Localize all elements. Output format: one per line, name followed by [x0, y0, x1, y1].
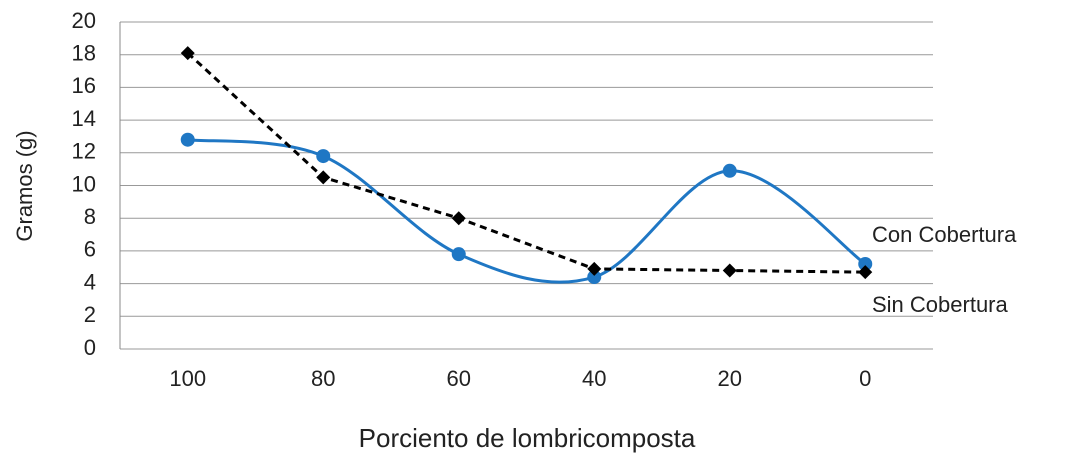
point-marker — [722, 163, 737, 178]
y-tick-label: 4 — [84, 269, 96, 294]
x-tick-label: 100 — [169, 366, 206, 391]
y-tick-label: 2 — [84, 302, 96, 327]
point-marker — [722, 263, 737, 278]
point-marker — [858, 265, 873, 280]
y-tick-label: 0 — [84, 335, 96, 360]
point-marker — [451, 247, 466, 262]
series-line — [186, 51, 866, 274]
point-marker — [316, 170, 331, 185]
y-tick-label: 10 — [72, 171, 96, 196]
y-tick-label: 14 — [72, 106, 96, 131]
point-marker — [180, 132, 195, 147]
x-axis-label: Porciento de lombricomposta — [359, 423, 696, 453]
y-tick-label: 18 — [72, 41, 96, 66]
point-marker — [316, 149, 331, 164]
y-tick-label: 8 — [84, 204, 96, 229]
point-marker — [587, 261, 602, 276]
x-tick-label: 60 — [447, 366, 471, 391]
y-tick-label: 12 — [72, 139, 96, 164]
x-tick-label: 40 — [582, 366, 606, 391]
x-tick-label: 20 — [718, 366, 742, 391]
series-label: Sin Cobertura — [872, 292, 1009, 317]
y-tick-label: 20 — [72, 8, 96, 33]
point-marker — [587, 270, 602, 285]
y-axis-label: Gramos (g) — [12, 130, 37, 241]
series-line — [187, 138, 867, 284]
point-marker — [858, 256, 873, 271]
series-label: Con Cobertura — [872, 222, 1017, 247]
point-marker — [451, 211, 466, 226]
x-tick-label: 80 — [311, 366, 335, 391]
x-tick-label: 0 — [859, 366, 871, 391]
y-tick-label: 16 — [72, 73, 96, 98]
point-marker — [180, 46, 195, 61]
y-tick-label: 6 — [84, 237, 96, 262]
